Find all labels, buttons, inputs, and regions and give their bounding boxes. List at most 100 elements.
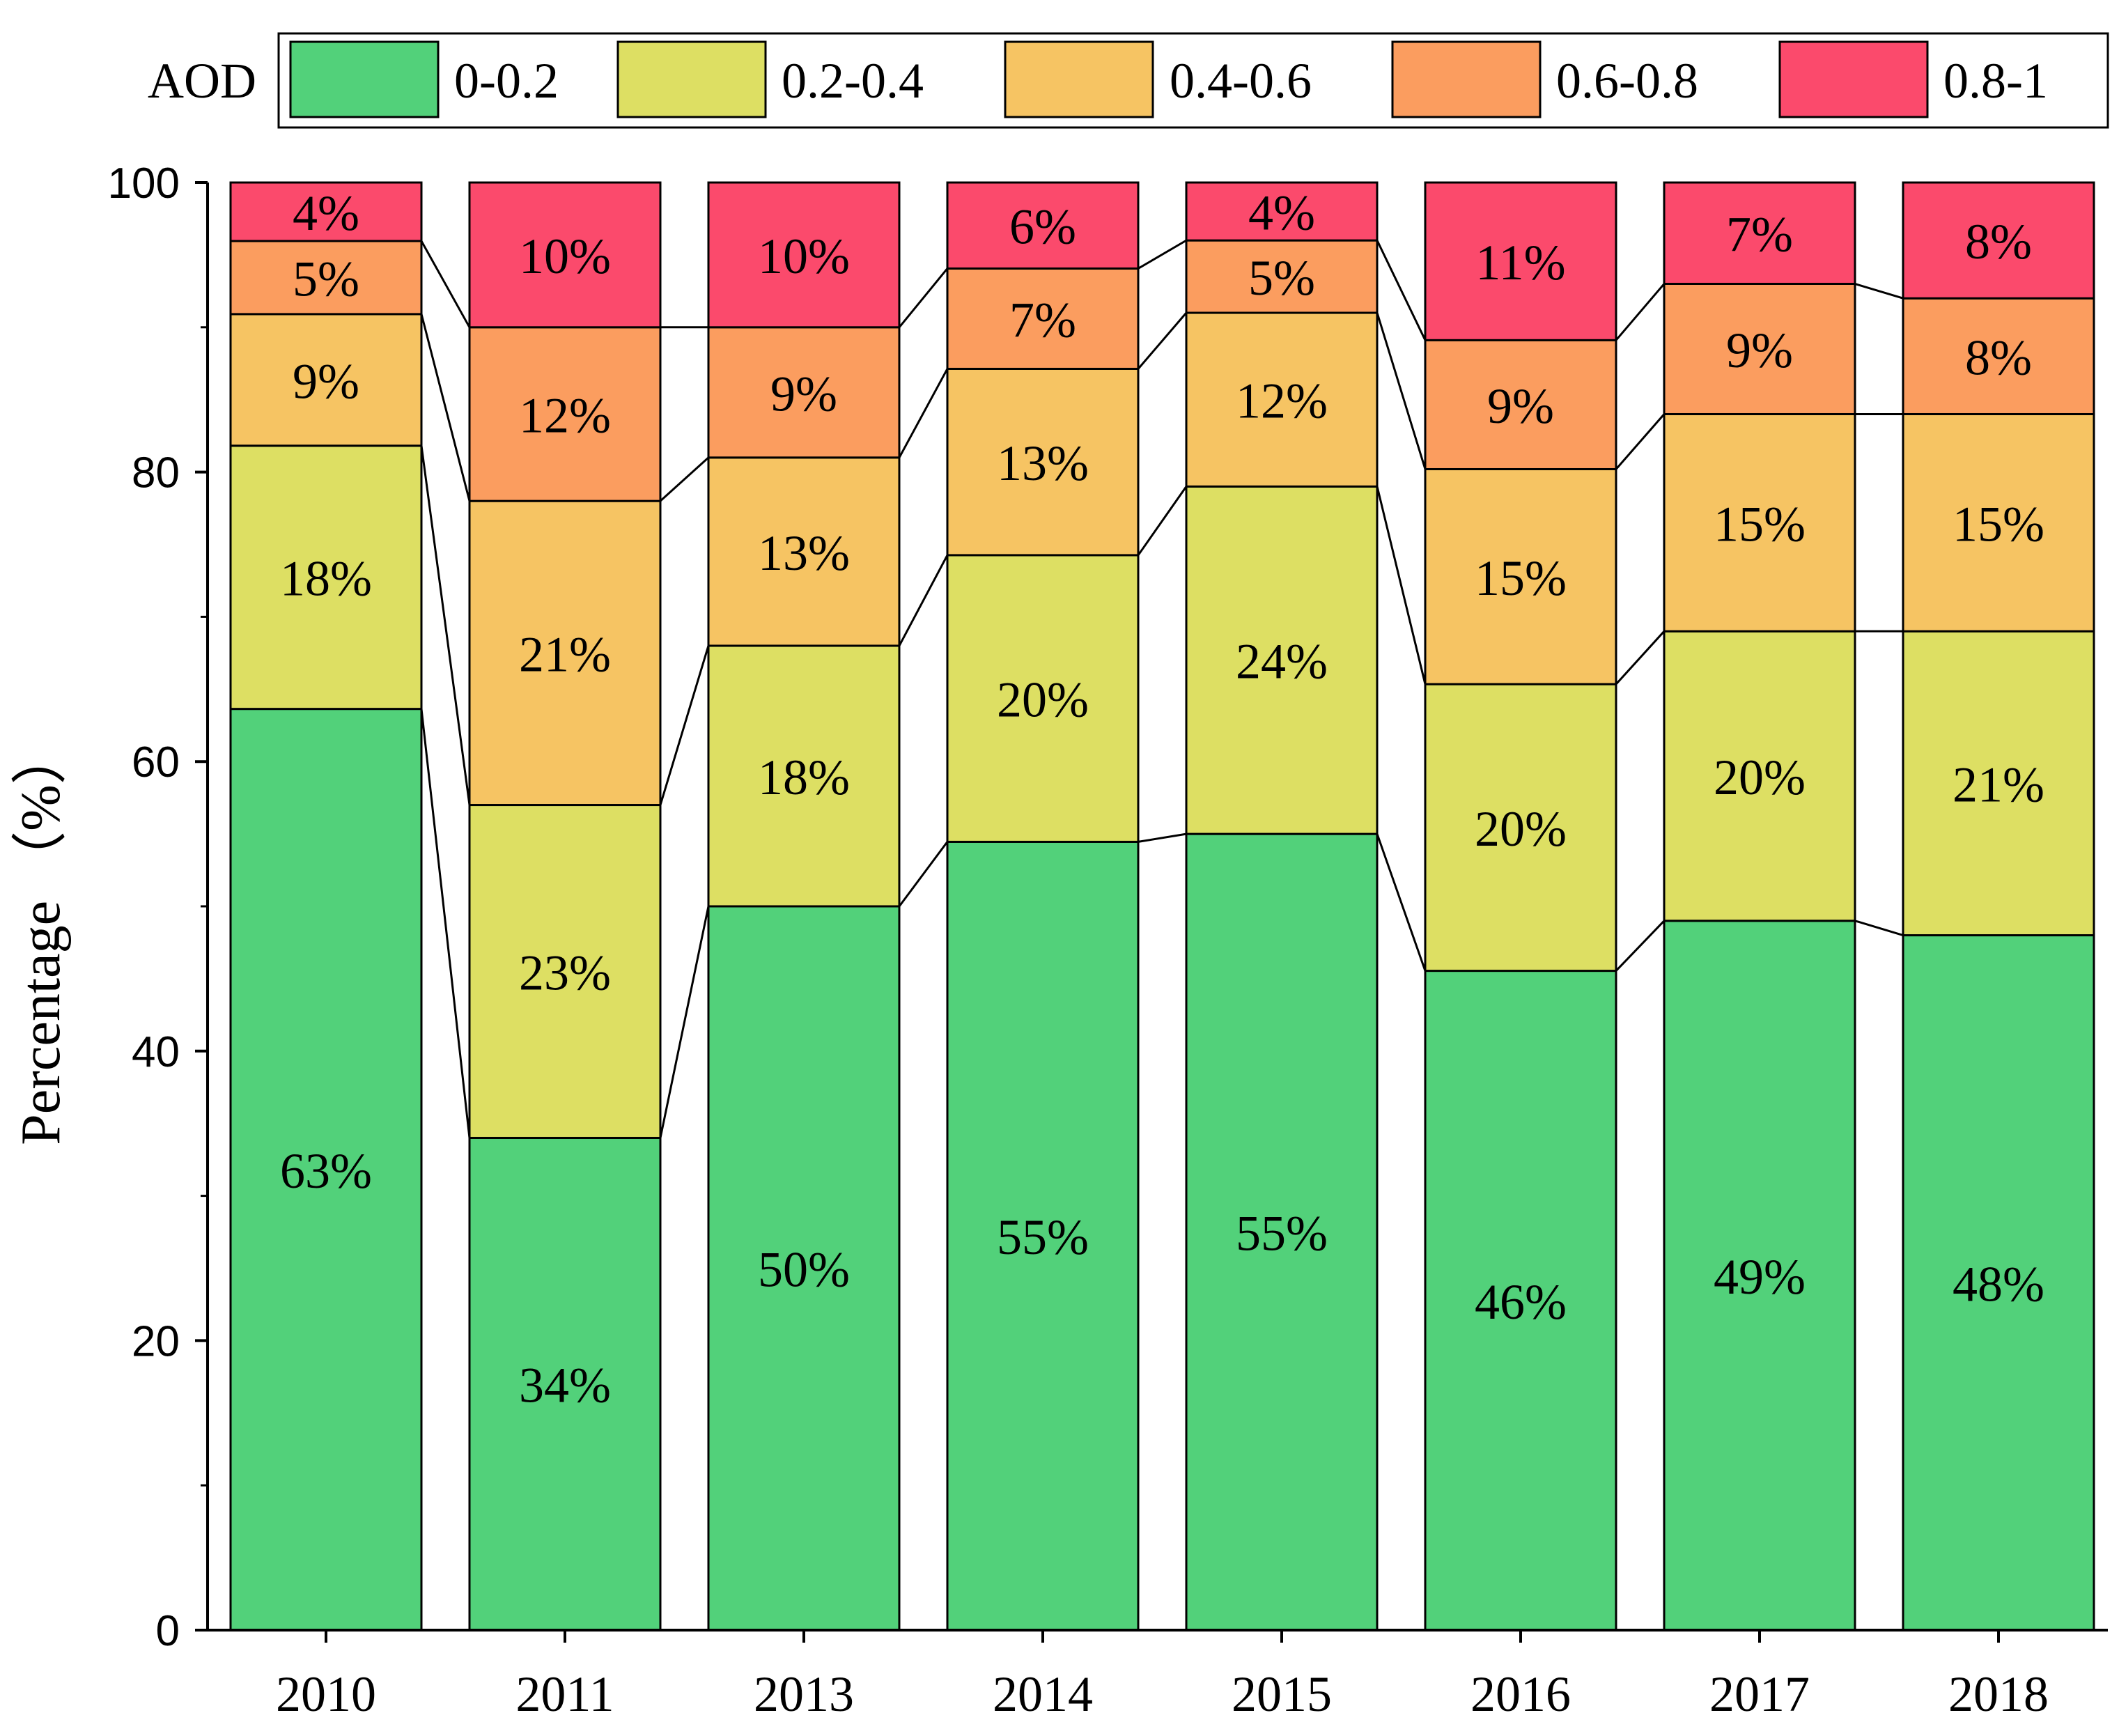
y-tick-label-40: 40: [132, 1028, 180, 1076]
data-label-2011-0.6-0.8: 12%: [519, 387, 611, 443]
data-label-2016-0-0.2: 46%: [1475, 1274, 1567, 1330]
bar-segment-2017-0.4-0.6: [1663, 412, 1856, 633]
y-tick-label-100: 100: [108, 160, 180, 208]
y-tick-label-20: 20: [132, 1317, 180, 1365]
connector-2015-2016-2: [1376, 312, 1427, 470]
data-label-2014-0.6-0.8: 7%: [1009, 292, 1076, 348]
legend-label-0.2-0.4: 0.2-0.4: [782, 53, 924, 109]
connector-2016-2017-2: [1615, 413, 1666, 470]
x-tick-label-2015: 2015: [1232, 1666, 1332, 1722]
bar-segment-2016-0-0.2: [1424, 970, 1617, 1632]
data-label-2018-0.4-0.6: 15%: [1953, 496, 2044, 552]
legend-swatch-0.2-0.4: [616, 40, 767, 118]
data-label-2010-0.4-0.6: 9%: [293, 353, 359, 409]
bar-segment-2010-0.2-0.4: [229, 444, 423, 711]
data-label-2013-0.2-0.4: 18%: [758, 750, 850, 805]
connector-2014-2015-2: [1137, 312, 1188, 370]
bar-segment-2014-0.6-0.8: [946, 267, 1140, 370]
x-tick-label-2010: 2010: [276, 1666, 376, 1722]
connector-2011-2013-0: [659, 906, 710, 1138]
bar-segment-2010-0.8-1: [229, 181, 423, 242]
data-label-2016-0.4-0.6: 15%: [1475, 550, 1567, 606]
y-tick-label-60: 60: [132, 738, 180, 786]
data-label-2018-0-0.2: 48%: [1953, 1256, 2044, 1312]
legend-swatch-0-0.2: [289, 40, 440, 118]
legend-label-0.8-1: 0.8-1: [1943, 53, 2048, 109]
connector-2015-2016-3: [1376, 240, 1427, 341]
data-label-2017-0.4-0.6: 15%: [1714, 496, 1806, 552]
bar-segment-2011-0.8-1: [468, 181, 662, 329]
bar-segment-2018-0.4-0.6: [1902, 412, 2095, 633]
bar-segment-2017-0.8-1: [1663, 181, 1856, 285]
data-label-2013-0.6-0.8: 9%: [770, 366, 837, 421]
bar-segment-2014-0.2-0.4: [946, 554, 1140, 843]
ticks: 0 20 40 60 80 100 2010 2011 2013 2014 2015 2016 2017…: [108, 160, 2108, 1722]
bar-segment-2013-0.2-0.4: [707, 644, 901, 908]
data-label-2018-0.8-1: 8%: [1965, 214, 2032, 270]
legend-label-0.4-0.6: 0.4-0.6: [1170, 53, 1312, 109]
connector-2014-2015-1: [1137, 486, 1188, 556]
bars: [229, 181, 2095, 1632]
data-label-2016-0.2-0.4: 20%: [1475, 801, 1567, 857]
bar-segment-2013-0.8-1: [707, 181, 901, 329]
data-label-2016-0.6-0.8: 9%: [1487, 378, 1554, 434]
data-label-2011-0.8-1: 10%: [519, 228, 611, 284]
bar-segment-2016-0.8-1: [1424, 181, 1617, 341]
bar-segment-2018-0.8-1: [1902, 181, 2095, 300]
data-label-2011-0.2-0.4: 23%: [519, 945, 611, 1001]
connector-lines: [420, 239, 1904, 1138]
connector-2010-2011-0: [420, 708, 471, 1138]
legend-label-0-0.2: 0-0.2: [454, 53, 559, 109]
connector-2010-2011-1: [420, 445, 471, 805]
connector-2013-2014-3: [898, 268, 949, 328]
data-label-2010-0.2-0.4: 18%: [280, 551, 372, 607]
legend-title: AOD: [148, 53, 256, 109]
connector-2010-2011-2: [420, 313, 471, 502]
data-label-2011-0-0.2: 34%: [519, 1358, 611, 1413]
bar-segment-2013-0-0.2: [707, 905, 901, 1632]
data-label-2014-0.8-1: 6%: [1009, 199, 1076, 255]
bar-segment-2016-0.4-0.6: [1424, 467, 1617, 685]
bar-segment-2013-0.4-0.6: [707, 456, 901, 647]
bar-segment-2013-0.6-0.8: [707, 326, 901, 459]
bar-segment-2016-0.2-0.4: [1424, 683, 1617, 972]
bar-segment-2011-0.4-0.6: [468, 499, 662, 807]
bar-segment-2011-0.2-0.4: [468, 804, 662, 1139]
y-tick-label-0: 0: [156, 1607, 180, 1655]
connector-2015-2016-1: [1376, 486, 1427, 685]
data-label-2010-0.6-0.8: 5%: [293, 251, 359, 307]
x-tick-label-2016: 2016: [1470, 1666, 1571, 1722]
data-label-2015-0.2-0.4: 24%: [1236, 634, 1328, 690]
legend-swatch-0.4-0.6: [1004, 40, 1154, 118]
bar-segment-2015-0.2-0.4: [1185, 485, 1379, 835]
connector-2016-2017-1: [1615, 630, 1666, 685]
data-label-2015-0.6-0.8: 5%: [1248, 250, 1315, 306]
connector-2011-2013-1: [659, 645, 710, 805]
x-tick-label-2013: 2013: [754, 1666, 854, 1722]
legend: AOD 0-0.2 0.2-0.4 0.4-0.6 0.6-0.8 0.8-1: [148, 32, 2109, 129]
connector-2013-2014-1: [898, 555, 949, 646]
bar-segment-2014-0.8-1: [946, 181, 1140, 270]
data-label-2014-0-0.2: 55%: [997, 1209, 1089, 1265]
x-tick-label-2014: 2014: [993, 1666, 1093, 1722]
data-label-2010-0-0.2: 63%: [280, 1143, 372, 1199]
bar-segment-2018-0-0.2: [1902, 934, 2095, 1632]
bar-segment-2010-0.6-0.8: [229, 240, 423, 316]
y-tick-label-80: 80: [132, 449, 180, 497]
legend-swatch-0.8-1: [1778, 40, 1929, 118]
bar-segment-2017-0.2-0.4: [1663, 630, 1856, 922]
data-label-2017-0.8-1: 7%: [1726, 207, 1793, 263]
data-label-2018-0.6-0.8: 8%: [1965, 330, 2032, 385]
data-label-2018-0.2-0.4: 21%: [1953, 757, 2044, 812]
data-label-2013-0.8-1: 10%: [758, 228, 850, 284]
data-label-2015-0.4-0.6: 12%: [1236, 373, 1328, 429]
bar-segment-2014-0.4-0.6: [946, 367, 1140, 557]
bar-segment-2010-0-0.2: [229, 708, 423, 1632]
connector-2014-2015-3: [1138, 239, 1187, 270]
connector-2016-2017-3: [1615, 283, 1666, 341]
data-label-2017-0.6-0.8: 9%: [1726, 323, 1793, 378]
connector-2017-2018-3: [1854, 283, 1904, 300]
axes: Percentage （%）: [10, 729, 72, 1145]
bar-segment-2014-0-0.2: [946, 840, 1140, 1632]
